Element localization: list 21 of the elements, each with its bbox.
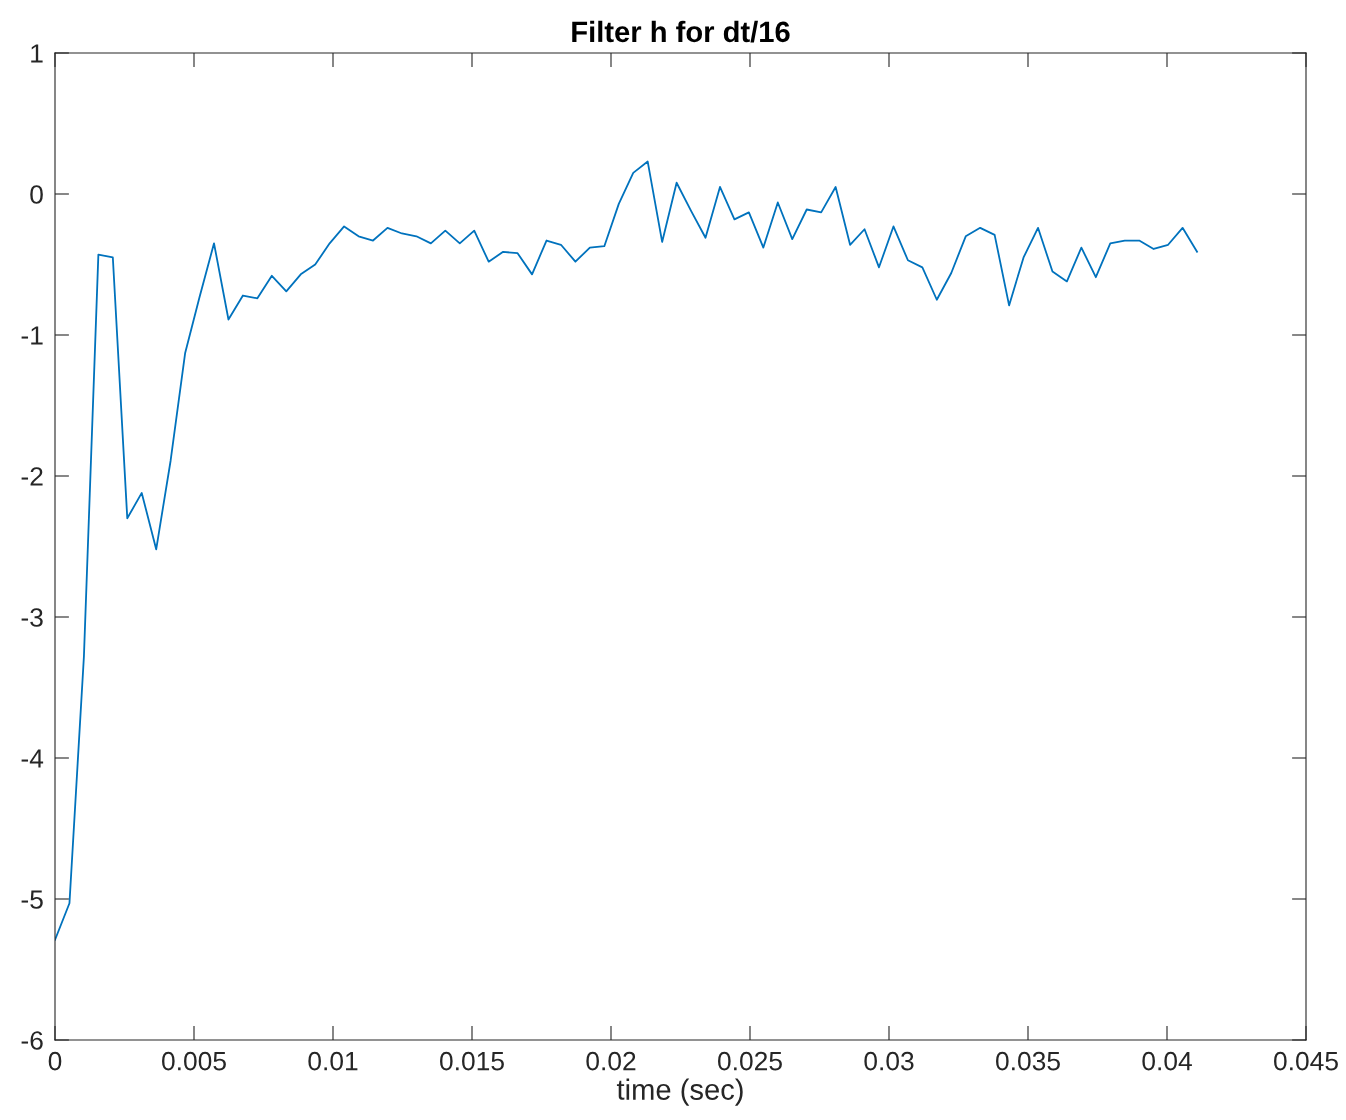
y-tick-label: 1: [31, 44, 43, 63]
x-tick-label: 0.045: [1274, 1051, 1338, 1071]
line-series: [55, 160, 1198, 941]
x-axis-title: time (sec): [616, 1078, 743, 1106]
chart-title: Filter h for dt/16: [572, 20, 790, 43]
x-tick-label: 0.03: [864, 1051, 914, 1071]
x-tick-label: 0: [48, 1051, 62, 1071]
y-tick-label: 0: [30, 185, 43, 204]
y-tick-label: -1: [21, 326, 43, 345]
x-tick-label: 0.005: [162, 1051, 226, 1071]
x-tick-label: 0.04: [1142, 1051, 1192, 1071]
y-tick-label: -5: [21, 890, 43, 909]
y-tick-label: -6: [21, 1031, 43, 1050]
x-tick-label: 0.01: [308, 1051, 358, 1071]
x-tick-label: 0.02: [586, 1051, 636, 1071]
y-tick-label: -2: [21, 467, 43, 486]
x-tick-label: 0.035: [996, 1051, 1060, 1071]
x-tick-label: 0.025: [718, 1051, 782, 1071]
y-tick-label: -4: [21, 749, 44, 768]
y-tick-label: -3: [21, 608, 43, 627]
x-tick-label: 0.015: [440, 1051, 504, 1071]
